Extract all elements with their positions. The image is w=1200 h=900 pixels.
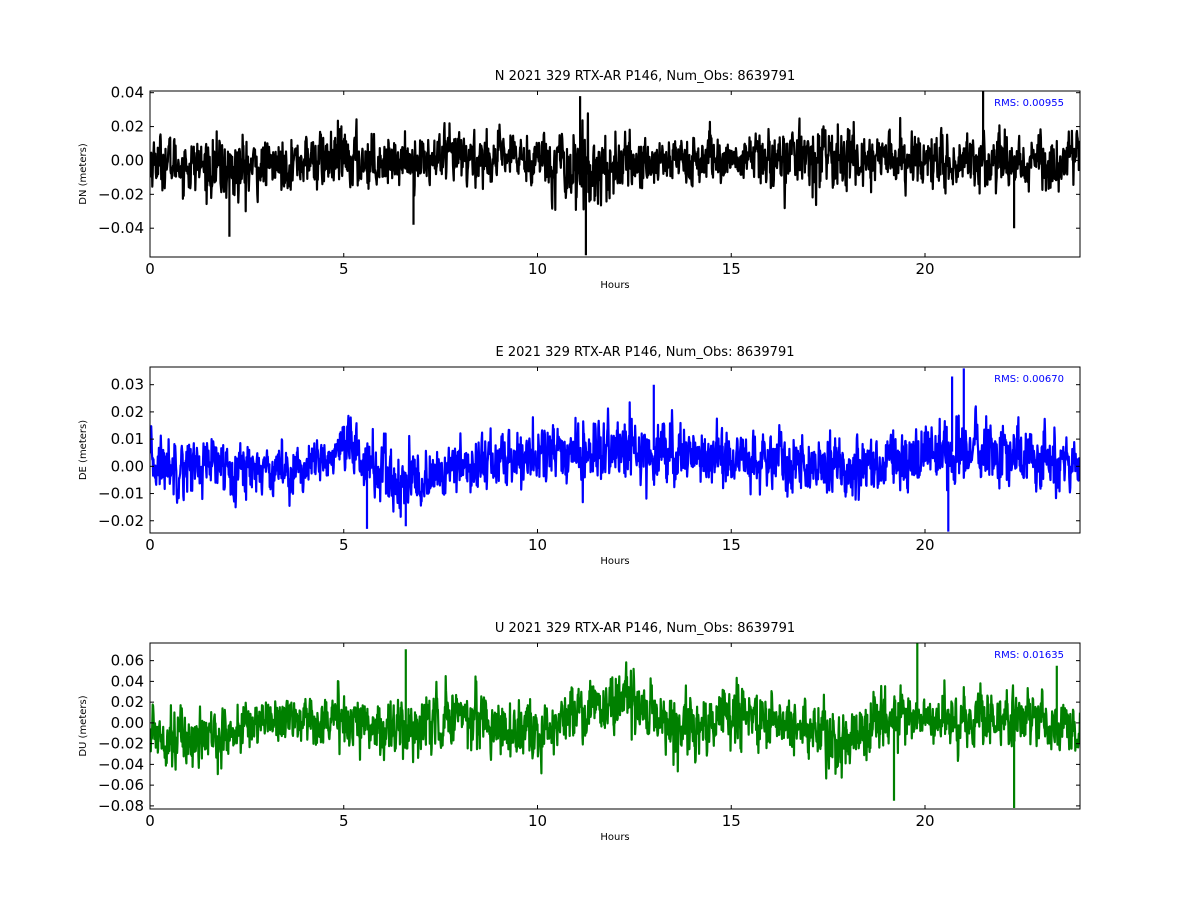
y-tick-label: −0.04: [98, 755, 144, 773]
x-tick-label: 15: [722, 812, 741, 830]
subplot-du: 0 5 10 15 20 −0.08 −0.06 −0.04 −0.02 0.00 0.02 0.04…: [78, 621, 1081, 843]
y-tick-label: −0.02: [98, 185, 144, 203]
y-tick-label: −0.02: [98, 512, 144, 530]
x-tick-label: 15: [722, 260, 741, 278]
x-tick-label: 5: [339, 260, 349, 278]
subplot-de: 0 5 10 15 20 −0.02 −0.01 0.00 0.01 0.02 0.03 E 2021…: [78, 345, 1081, 567]
rms-annotation: RMS: 0.00955: [994, 98, 1064, 109]
y-tick-label: 0.02: [111, 693, 144, 711]
x-axis-label: Hours: [600, 556, 629, 567]
y-axis-label: DN (meters): [78, 143, 89, 205]
chart-title: E 2021 329 RTX-AR P146, Num_Obs: 8639791: [496, 345, 795, 360]
data-series-line: [150, 368, 1080, 532]
subplot-dn: 0 5 10 15 20 −0.04 −0.02 0.00 0.02 0.04 N 2021 329…: [78, 69, 1081, 291]
x-tick-label: 0: [145, 536, 155, 554]
x-tick-label: 10: [528, 812, 547, 830]
y-tick-label: 0.00: [111, 457, 144, 475]
y-axis-label: DU (meters): [78, 695, 89, 756]
data-series-line: [150, 91, 1080, 256]
y-tick-label: −0.04: [98, 219, 144, 237]
y-axis-label: DE (meters): [78, 420, 89, 480]
x-tick-label: 20: [915, 812, 934, 830]
x-tick-label: 10: [528, 536, 547, 554]
x-tick-label: 0: [145, 260, 155, 278]
y-tick-label: −0.06: [98, 776, 144, 794]
y-tick-label: 0.02: [111, 403, 144, 421]
x-tick-label: 20: [915, 536, 934, 554]
x-tick-label: 5: [339, 536, 349, 554]
rms-annotation: RMS: 0.00670: [994, 374, 1064, 385]
x-tick-label: 5: [339, 812, 349, 830]
rms-annotation: RMS: 0.01635: [994, 650, 1064, 661]
y-tick-label: 0.00: [111, 714, 144, 732]
x-tick-label: 20: [915, 260, 934, 278]
y-tick-label: 0.06: [111, 652, 144, 670]
y-tick-label: 0.00: [111, 151, 144, 169]
y-tick-label: 0.02: [111, 118, 144, 136]
plot-frame: [149, 90, 1081, 258]
x-axis-label: Hours: [600, 280, 629, 291]
plot-frame: [149, 366, 1081, 534]
data-series-line: [150, 643, 1080, 808]
y-tick-label: 0.04: [111, 672, 144, 690]
y-tick-label: −0.02: [98, 735, 144, 753]
x-tick-label: 0: [145, 812, 155, 830]
x-tick-label: 15: [722, 536, 741, 554]
x-axis-label: Hours: [600, 832, 629, 843]
chart-title: N 2021 329 RTX-AR P146, Num_Obs: 8639791: [495, 69, 795, 84]
y-tick-label: 0.01: [111, 430, 144, 448]
plot-frame: [149, 642, 1081, 810]
y-tick-label: 0.03: [111, 376, 144, 394]
y-tick-label: −0.01: [98, 485, 144, 503]
chart-title: U 2021 329 RTX-AR P146, Num_Obs: 8639791: [495, 621, 795, 636]
y-tick-label: −0.08: [98, 797, 144, 815]
x-tick-label: 10: [528, 260, 547, 278]
y-tick-label: 0.04: [111, 84, 144, 102]
